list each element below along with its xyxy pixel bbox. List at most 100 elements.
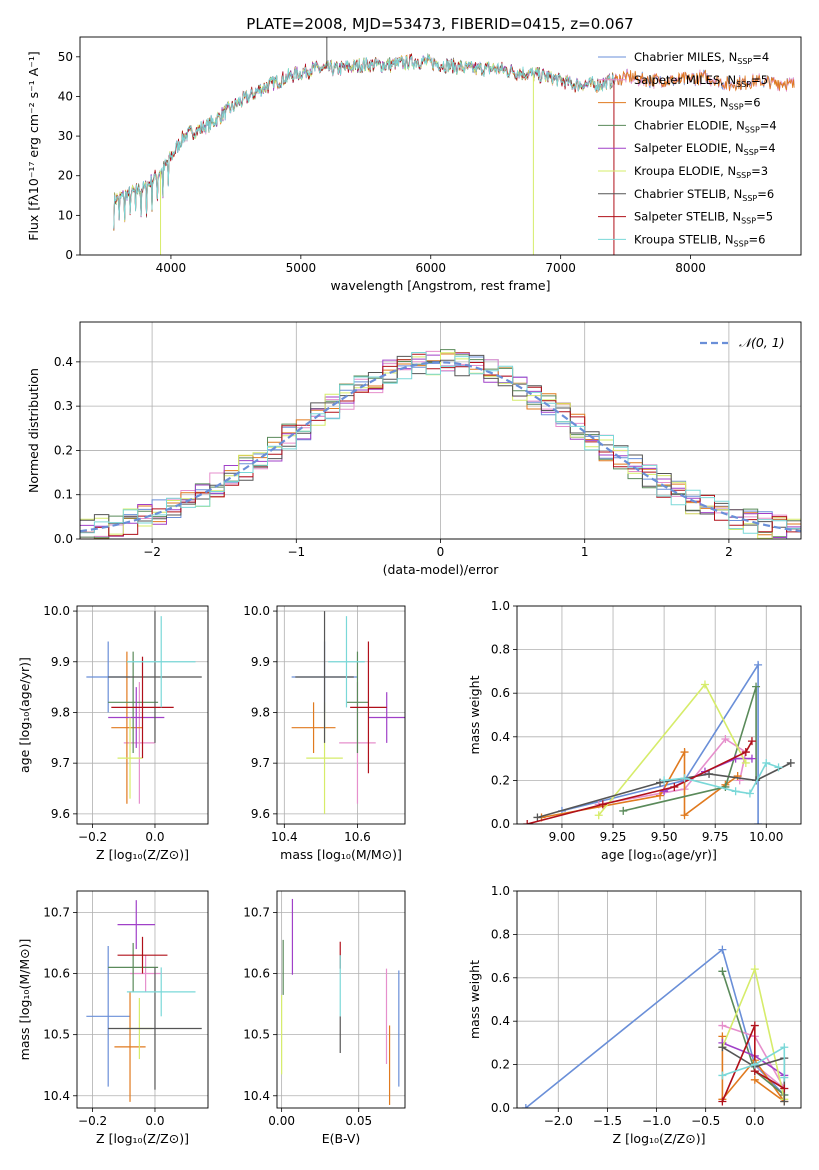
weight-marker xyxy=(705,769,714,778)
plot-area xyxy=(86,900,202,1102)
weight-marker xyxy=(598,800,607,809)
y-tick-label: 9.9 xyxy=(51,655,70,669)
weight-marker xyxy=(754,660,763,669)
legend-n: , N xyxy=(718,232,734,246)
x-axis-label: E(B-V) xyxy=(322,1131,361,1146)
weight-marker xyxy=(741,748,750,757)
legend-eq: = xyxy=(756,210,766,224)
x-tick-label: −0.2 xyxy=(78,830,107,844)
weight-marker xyxy=(718,1097,727,1106)
x-tick-label: 9.25 xyxy=(600,830,627,844)
y-tick-label: 0.0 xyxy=(54,532,73,546)
y-tick-label: 0.6 xyxy=(491,971,510,985)
y-tick-label: 9.6 xyxy=(251,807,270,821)
legend-n: , N xyxy=(728,141,744,155)
legend-entry: Salpeter MILES, NSSP=5 xyxy=(634,73,768,89)
axes-frame xyxy=(76,605,209,825)
weight-marker xyxy=(762,758,771,767)
weight-marker xyxy=(750,1075,759,1084)
legend-eq: = xyxy=(760,118,770,132)
y-tick-label: 0.4 xyxy=(491,730,510,744)
x-tick-label: −1 xyxy=(287,545,305,559)
z-age-panel: −0.2 0.0 9.6 9.7 9.8 9.9 10.0 Z [log₁₀(Z/Z⊙)] ag… xyxy=(17,604,209,862)
z-mass-panel: −0.2 0.0 10.4 10.5 10.6 10.7 Z [log₁₀(Z/Z⊙)] ma… xyxy=(17,890,209,1146)
legend-ssp: 4 xyxy=(762,50,769,64)
x-axis-label: wavelength [Angstrom, rest frame] xyxy=(330,278,550,293)
legend-eq: = xyxy=(751,164,761,178)
weight-marker xyxy=(731,787,740,796)
y-tick-label: 0.2 xyxy=(54,443,73,457)
legend-ssp-sub: SSP xyxy=(741,217,756,226)
axes-frame xyxy=(76,890,209,1109)
x-tick-label: −2 xyxy=(143,545,161,559)
x-tick-label: 7000 xyxy=(545,261,576,275)
x-tick-label: 0.0 xyxy=(145,830,164,844)
legend-ssp: 4 xyxy=(768,141,775,155)
legend-n: , N xyxy=(725,210,741,224)
x-tick-label: −0.2 xyxy=(78,1114,107,1128)
weight-line xyxy=(721,971,785,1096)
plot-area xyxy=(80,349,801,539)
legend-n: , N xyxy=(721,50,737,64)
weight-marker xyxy=(752,682,761,691)
weight-marker xyxy=(718,945,727,954)
legend-n: , N xyxy=(729,118,745,132)
plot-area xyxy=(113,37,795,255)
x-tick-label: 0.0 xyxy=(745,1114,764,1128)
residuals-panel: −2 −1 0 1 2 0.0 0.1 0.2 0.3 0.4 (data-model)/error… xyxy=(26,321,802,577)
legend-name: Chabrier ELODIE xyxy=(634,118,729,132)
legend-entry: Chabrier ELODIE, NSSP=4 xyxy=(634,118,777,134)
weight-marker xyxy=(594,811,603,820)
legend-name: Chabrier MILES xyxy=(634,50,721,64)
weight-marker xyxy=(619,806,628,815)
figure-title: PLATE=2008, MJD=53473, FIBERID=0415, z=0… xyxy=(246,15,633,33)
weight-marker xyxy=(747,754,756,763)
axes-frame xyxy=(79,36,802,256)
x-axis-label: Z [log₁₀(Z/Z⊙)] xyxy=(96,1131,189,1146)
x-axis-label: age [log₁₀(age/yr)] xyxy=(601,847,717,862)
weight-marker xyxy=(780,1073,789,1082)
legend-name: Kroupa MILES xyxy=(634,96,713,110)
legend-ssp: 6 xyxy=(758,232,765,246)
y-tick-label: 10 xyxy=(58,208,73,222)
legend-ssp: 5 xyxy=(766,210,773,224)
y-axis-label: mass weight xyxy=(467,675,482,754)
y-tick-label: 0.6 xyxy=(491,686,510,700)
legend-name: Salpeter MILES xyxy=(634,73,720,87)
weight-line xyxy=(623,686,757,812)
x-tick-label: 8000 xyxy=(675,261,706,275)
plot-area xyxy=(521,945,789,1108)
weight-marker xyxy=(745,789,754,798)
x-tick-label: 10.6 xyxy=(344,830,371,844)
legend-name: Kroupa STELIB xyxy=(634,232,718,246)
y-tick-label: 0.8 xyxy=(491,643,510,657)
y-tick-label: 30 xyxy=(58,129,73,143)
y-tick-label: 0.0 xyxy=(491,1101,510,1115)
legend-eq: = xyxy=(757,187,767,201)
x-tick-label: 9.00 xyxy=(549,830,576,844)
spectrum-line xyxy=(113,54,616,229)
x-tick-label: −1.5 xyxy=(593,1114,622,1128)
y-tick-label: 10.6 xyxy=(243,967,270,981)
x-tick-label: 1 xyxy=(581,545,589,559)
axes-frame xyxy=(79,321,802,540)
weight-marker xyxy=(750,1021,759,1030)
x-tick-label: 0.0 xyxy=(145,1114,164,1128)
weight-marker xyxy=(680,811,689,820)
weight-marker xyxy=(780,1084,789,1093)
weight-line xyxy=(721,1025,785,1102)
y-tick-label: 50 xyxy=(58,50,73,64)
mass-age-panel: 10.4 10.6 9.6 9.7 9.8 9.9 10.0 mass [log₁₀(M/M⊙… xyxy=(243,604,406,862)
plot-area xyxy=(86,611,202,804)
y-tick-label: 10.4 xyxy=(243,1089,270,1103)
y-tick-label: 9.7 xyxy=(51,756,70,770)
weight-marker xyxy=(721,782,730,791)
legend-name: Chabrier STELIB xyxy=(634,187,726,201)
legend-n: , N xyxy=(713,96,729,110)
normal-curve xyxy=(80,361,801,533)
y-tick-label: 0.3 xyxy=(54,399,73,413)
y-tick-label: 9.8 xyxy=(251,705,270,719)
y-axis-label: mass weight xyxy=(467,960,482,1039)
y-tick-label: 40 xyxy=(58,89,73,103)
